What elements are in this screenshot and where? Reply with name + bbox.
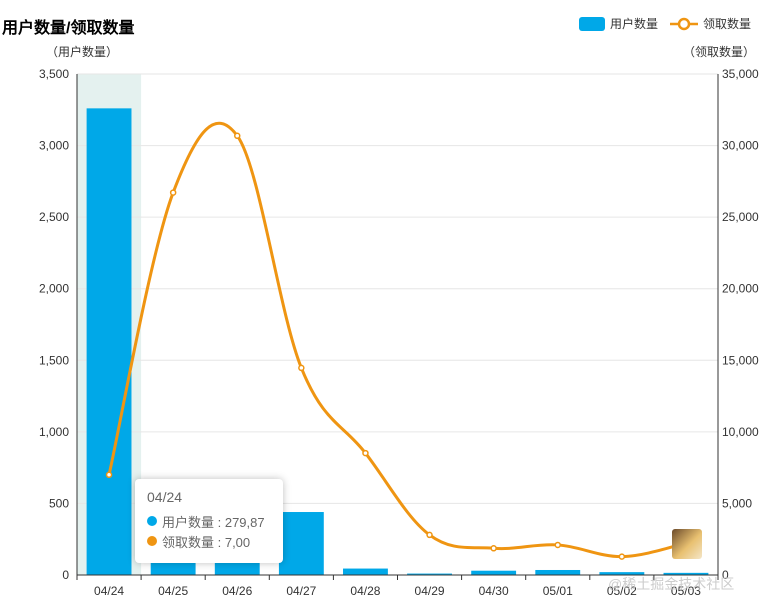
tooltip-dot-users	[147, 516, 157, 526]
x-tick-label: 04/26	[222, 584, 252, 598]
x-tick-label: 05/03	[671, 584, 701, 598]
legend-line-swatch	[669, 17, 698, 30]
x-tick-label: 04/27	[286, 584, 316, 598]
point-claims	[426, 531, 433, 539]
point-claims	[554, 541, 561, 549]
tooltip-title: 04/24	[147, 489, 183, 505]
point-claims	[169, 189, 177, 196]
legend-item-users[interactable]: 用户数量	[578, 15, 658, 32]
right-tick-label: 20,000	[722, 282, 759, 296]
bar-users	[278, 512, 324, 575]
bar-users	[407, 573, 452, 575]
tooltip-dot-claims	[147, 536, 157, 546]
bar-users	[599, 572, 645, 575]
bar-users	[343, 568, 388, 575]
x-tick-label: 05/01	[543, 584, 573, 598]
point-claims	[298, 364, 305, 372]
tooltip: 04/24 用户数量 : 279,87 领取数量 : 7,00	[135, 479, 283, 563]
right-tick-label: 25,000	[722, 210, 759, 224]
x-tick-label: 04/24	[94, 584, 124, 598]
left-tick-label: 1,500	[39, 353, 69, 367]
left-tick-label: 2,500	[39, 210, 69, 224]
watermark: @稀土掘金技术社区	[608, 576, 735, 592]
x-tick-label: 04/29	[415, 584, 445, 598]
right-axis-name: （领取数量）	[682, 45, 755, 59]
right-tick-label: 5,000	[722, 496, 752, 510]
bar-users	[86, 108, 132, 576]
left-tick-label: 500	[49, 496, 69, 510]
point-claims	[105, 471, 113, 479]
point-claims	[362, 449, 369, 457]
tooltip-row-users: 用户数量 : 279,87	[147, 511, 271, 531]
right-tick-label: 0	[722, 568, 729, 582]
left-tick-label: 2,000	[39, 282, 69, 296]
bar-users	[535, 569, 581, 575]
legend-bar-swatch	[578, 16, 605, 31]
left-axis-name: （用户数量）	[46, 45, 119, 59]
legend-item-claims[interactable]: 领取数量	[669, 15, 751, 32]
tooltip-value-users: 用户数量 : 279,87	[162, 514, 265, 530]
x-tick-label: 04/25	[158, 584, 188, 598]
legend-label-claims: 领取数量	[702, 17, 751, 31]
point-claims	[490, 545, 497, 552]
tooltip-value-claims: 领取数量 : 7,00	[162, 534, 251, 550]
legend: 用户数量 领取数量	[567, 15, 751, 32]
right-tick-label: 15,000	[722, 353, 759, 367]
x-tick-label: 04/30	[479, 584, 509, 598]
left-tick-label: 3,000	[39, 139, 69, 153]
point-claims	[618, 553, 626, 560]
left-tick-label: 1,000	[39, 425, 69, 439]
legend-label-users: 用户数量	[609, 17, 658, 31]
tooltip-row-claims: 领取数量 : 7,00	[147, 531, 271, 551]
left-tick-label: 0	[62, 568, 69, 582]
bar-users	[663, 572, 709, 575]
right-tick-label: 10,000	[722, 425, 759, 439]
left-tick-label: 3,500	[39, 67, 69, 81]
x-tick-label: 05/02	[607, 584, 637, 598]
bar-users	[471, 570, 517, 575]
chart-title: 用户数量/领取数量	[2, 20, 135, 37]
point-claims	[234, 132, 241, 140]
right-tick-label: 30,000	[722, 139, 759, 153]
food-thumbnail-image	[672, 529, 702, 559]
right-tick-label: 35,000	[722, 67, 759, 81]
x-tick-label: 04/28	[350, 584, 380, 598]
